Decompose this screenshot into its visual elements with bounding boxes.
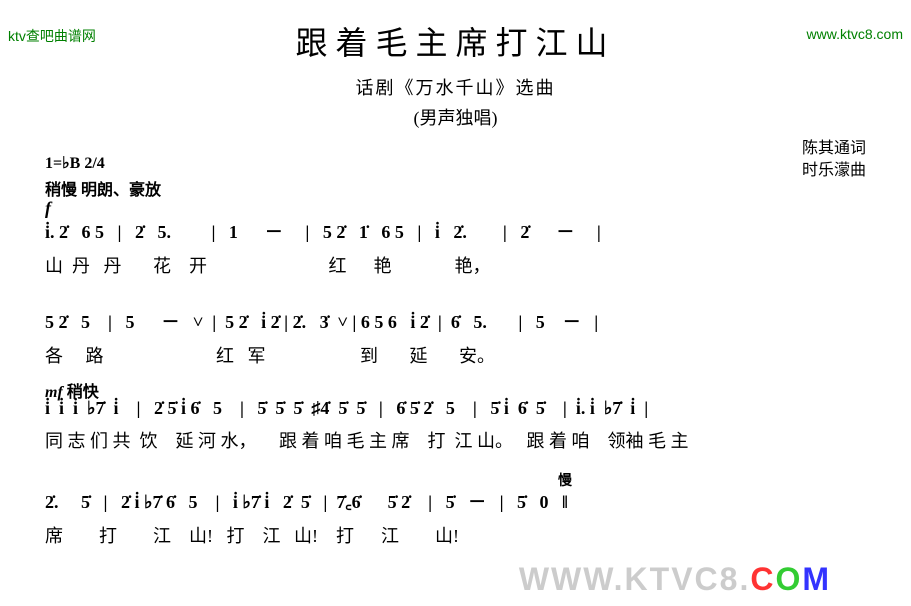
notes-row-1: i̇. 2̇ 6 5 | 2̇ 5. | 1 － | 5 2̇ 1̇ 6 5 |… — [45, 218, 866, 244]
lyrics-row-3: 同 志 们 共 饮 延 河 水， 跟 着 咱 毛 主 席 打 江 山。 跟 着 … — [45, 427, 866, 453]
subtitle-source: 话剧《万水千山》选曲 — [0, 74, 911, 100]
key-signature: 1=♭B 2/4 — [45, 153, 105, 173]
music-line-2: 5 2̇ 5 | 5 － ˅ | 5 2̇ i̇ 2̇ | 2̇. 3̇ ˅ |… — [45, 308, 866, 368]
tempo-marking-1: 稍慢 明朗、豪放 — [45, 176, 161, 200]
dynamic-marking-1: f — [45, 198, 51, 219]
subtitle-voice: (男声独唱) — [0, 104, 911, 130]
lyrics-row-1: 山 丹 丹 花 开 红 艳 艳， — [45, 252, 866, 278]
music-line-1: i̇. 2̇ 6 5 | 2̇ 5. | 1 － | 5 2̇ 1̇ 6 5 |… — [45, 218, 866, 278]
notes-row-4: 2̇. 5̇ | 2̇ i̇ ♭7̇ 6̇ 5 | i̇ ♭7̇ i̇ 2̇ 5… — [45, 488, 866, 514]
wm-c: C — [750, 561, 775, 597]
wm-o: O — [775, 561, 802, 597]
lyrics-row-4: 席 打 江 山! 打 江 山! 打 江 山! — [45, 522, 866, 548]
wm-prefix: WWW.KTVC8 — [519, 561, 740, 597]
lyricist-credit: 陈其通词 — [802, 138, 866, 160]
music-line-4: 2̇. 5̇ | 2̇ i̇ ♭7̇ 6̇ 5 | i̇ ♭7̇ i̇ 2̇ 5… — [45, 488, 866, 548]
wm-m: M — [802, 561, 831, 597]
watermark-top-left: ktv查吧曲谱网 — [8, 26, 96, 46]
wm-dot: . — [739, 561, 750, 597]
music-line-3: i̇ i̇ i̇ ♭7̇ i̇ | 2̇ 5̇ i̇ 6̇ 5 | 5̇ 5̇ … — [45, 398, 866, 453]
watermark-bottom: WWW.KTVC8.COM — [519, 561, 831, 598]
lyrics-row-2: 各 路 红 军 到 延 安。 — [45, 342, 866, 368]
composer-credit: 时乐濛曲 — [802, 160, 866, 182]
watermark-top-right: www.ktvc8.com — [807, 26, 903, 42]
song-title: 跟着毛主席打江山 — [0, 18, 911, 64]
notes-row-2: 5 2̇ 5 | 5 － ˅ | 5 2̇ i̇ 2̇ | 2̇. 3̇ ˅ |… — [45, 308, 866, 334]
notes-row-3: i̇ i̇ i̇ ♭7̇ i̇ | 2̇ 5̇ i̇ 6̇ 5 | 5̇ 5̇ … — [45, 398, 866, 419]
slow-marking: 慢 — [558, 470, 572, 490]
credits: 陈其通词 时乐濛曲 — [802, 138, 866, 182]
